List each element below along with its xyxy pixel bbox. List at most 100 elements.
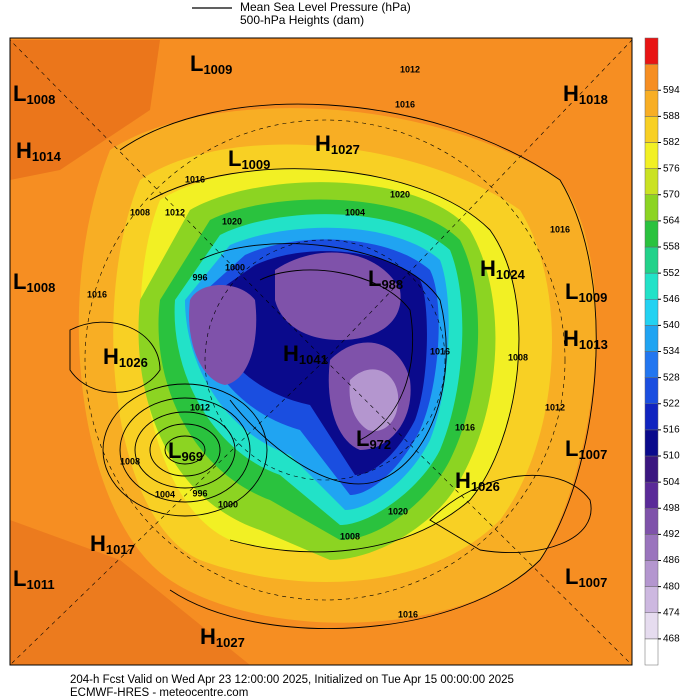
footer-line: ECMWF-HRES - meteocentre.com xyxy=(70,687,248,699)
colorbar-tick-label: 510 xyxy=(663,451,680,462)
colorbar-swatch xyxy=(644,272,659,300)
center-type: L xyxy=(565,564,578,589)
colorbar-swatch xyxy=(644,638,659,666)
colorbar-tick-label: 528 xyxy=(663,372,680,383)
center-type: L xyxy=(368,266,381,291)
contour-label: 1016 xyxy=(430,346,450,356)
colorbar-swatch xyxy=(644,246,659,274)
contour-label: 1008 xyxy=(130,207,150,217)
pressure-center: L1008 xyxy=(13,81,55,108)
center-type: H xyxy=(200,624,216,649)
colorbar-swatch xyxy=(644,299,659,326)
contour-label: 1016 xyxy=(398,609,418,619)
center-type: L xyxy=(565,436,578,461)
colorbar-swatch xyxy=(644,194,659,222)
colorbar-tick-label: 564 xyxy=(663,216,680,227)
colorbar-tick-label: 546 xyxy=(663,294,680,305)
colorbar-swatch xyxy=(644,403,659,431)
colorbar-swatch xyxy=(644,90,659,117)
colorbar-tick-label: 516 xyxy=(663,425,680,436)
pressure-center: L1007 xyxy=(565,564,607,591)
contour-label: 996 xyxy=(192,272,207,282)
colorbar-tick-label: 534 xyxy=(663,346,680,357)
center-type: H xyxy=(283,341,299,366)
colorbar-swatch xyxy=(644,560,659,587)
colorbar-swatch xyxy=(644,377,659,404)
contour-label: 1012 xyxy=(190,402,210,412)
colorbar-tick-label: 468 xyxy=(663,634,680,645)
legend-label: 500-hPa Heights (dam) xyxy=(240,13,364,27)
center-type: L xyxy=(13,566,26,591)
pressure-center: H1017 xyxy=(90,531,135,558)
contour-label: 1000 xyxy=(225,262,245,272)
center-value: 1009 xyxy=(578,290,607,305)
center-value: 1008 xyxy=(26,280,55,295)
colorbar-swatch xyxy=(644,168,659,195)
footer-line: 204-h Fcst Valid on Wed Apr 23 12:00:00 … xyxy=(70,674,514,686)
center-type: L xyxy=(190,51,203,76)
contour-label: 1016 xyxy=(455,422,475,432)
center-type: L xyxy=(356,426,369,451)
center-type: H xyxy=(563,326,579,351)
colorbar-swatch xyxy=(644,481,659,509)
pressure-center: L972 xyxy=(356,426,391,453)
pressure-center: H1024 xyxy=(480,256,526,283)
pressure-center: L1009 xyxy=(565,279,607,306)
pressure-center: H1026 xyxy=(103,344,148,371)
center-value: 1007 xyxy=(578,447,607,462)
contour-label: 1000 xyxy=(218,499,238,509)
colorbar-tick-label: 474 xyxy=(663,607,680,618)
center-value: 1014 xyxy=(32,149,62,164)
colorbar-swatch xyxy=(644,220,659,248)
center-value: 972 xyxy=(369,437,391,452)
contour-label: 1016 xyxy=(395,99,415,109)
contour-label: 1008 xyxy=(340,531,360,541)
colorbar-swatch xyxy=(644,37,659,65)
legend-label: Mean Sea Level Pressure (hPa) xyxy=(240,0,411,14)
center-value: 1026 xyxy=(119,355,148,370)
colorbar-tick-label: 492 xyxy=(663,529,680,540)
center-type: H xyxy=(90,531,106,556)
pressure-center: L1009 xyxy=(190,51,232,78)
pressure-center: H1027 xyxy=(200,624,245,651)
contour-label: 1012 xyxy=(545,402,565,412)
center-value: 1013 xyxy=(579,337,608,352)
center-value: 1026 xyxy=(471,479,500,494)
colorbar-swatch xyxy=(644,325,659,352)
center-value: 1009 xyxy=(203,62,232,77)
center-value: 1041 xyxy=(299,352,328,367)
contour-label: 996 xyxy=(192,488,207,498)
center-value: 1009 xyxy=(241,157,270,172)
contour-label: 1020 xyxy=(222,216,242,226)
colorbar-swatch xyxy=(644,142,659,169)
center-value: 1008 xyxy=(26,92,55,107)
pressure-center: L969 xyxy=(168,438,203,465)
contour-label: 1016 xyxy=(550,224,570,234)
center-value: 1027 xyxy=(216,635,245,650)
pressure-center: H1027 xyxy=(315,131,360,158)
center-value: 1017 xyxy=(106,542,135,557)
colorbar-tick-label: 558 xyxy=(663,242,680,253)
colorbar-tick-label: 552 xyxy=(663,268,680,279)
map-frame xyxy=(9,37,633,666)
contour-label: 1016 xyxy=(185,174,205,184)
pressure-center: L1008 xyxy=(13,269,55,296)
center-value: 1007 xyxy=(578,575,607,590)
pressure-center: H1013 xyxy=(563,326,608,353)
colorbar-tick-label: 576 xyxy=(663,163,680,174)
contour-label: 1004 xyxy=(155,489,175,499)
pressure-center: H1026 xyxy=(455,468,500,495)
colorbar-swatch xyxy=(644,586,659,613)
pressure-center: L988 xyxy=(368,266,403,293)
contour-label: 1008 xyxy=(120,456,140,466)
center-type: H xyxy=(16,138,32,163)
center-type: L xyxy=(13,269,26,294)
center-type: H xyxy=(455,468,471,493)
pressure-center: L1009 xyxy=(228,146,270,173)
center-value: 988 xyxy=(381,277,403,292)
colorbar-swatch xyxy=(644,455,659,483)
colorbar-swatch xyxy=(644,63,659,91)
center-type: L xyxy=(228,146,241,171)
center-type: H xyxy=(563,81,579,106)
